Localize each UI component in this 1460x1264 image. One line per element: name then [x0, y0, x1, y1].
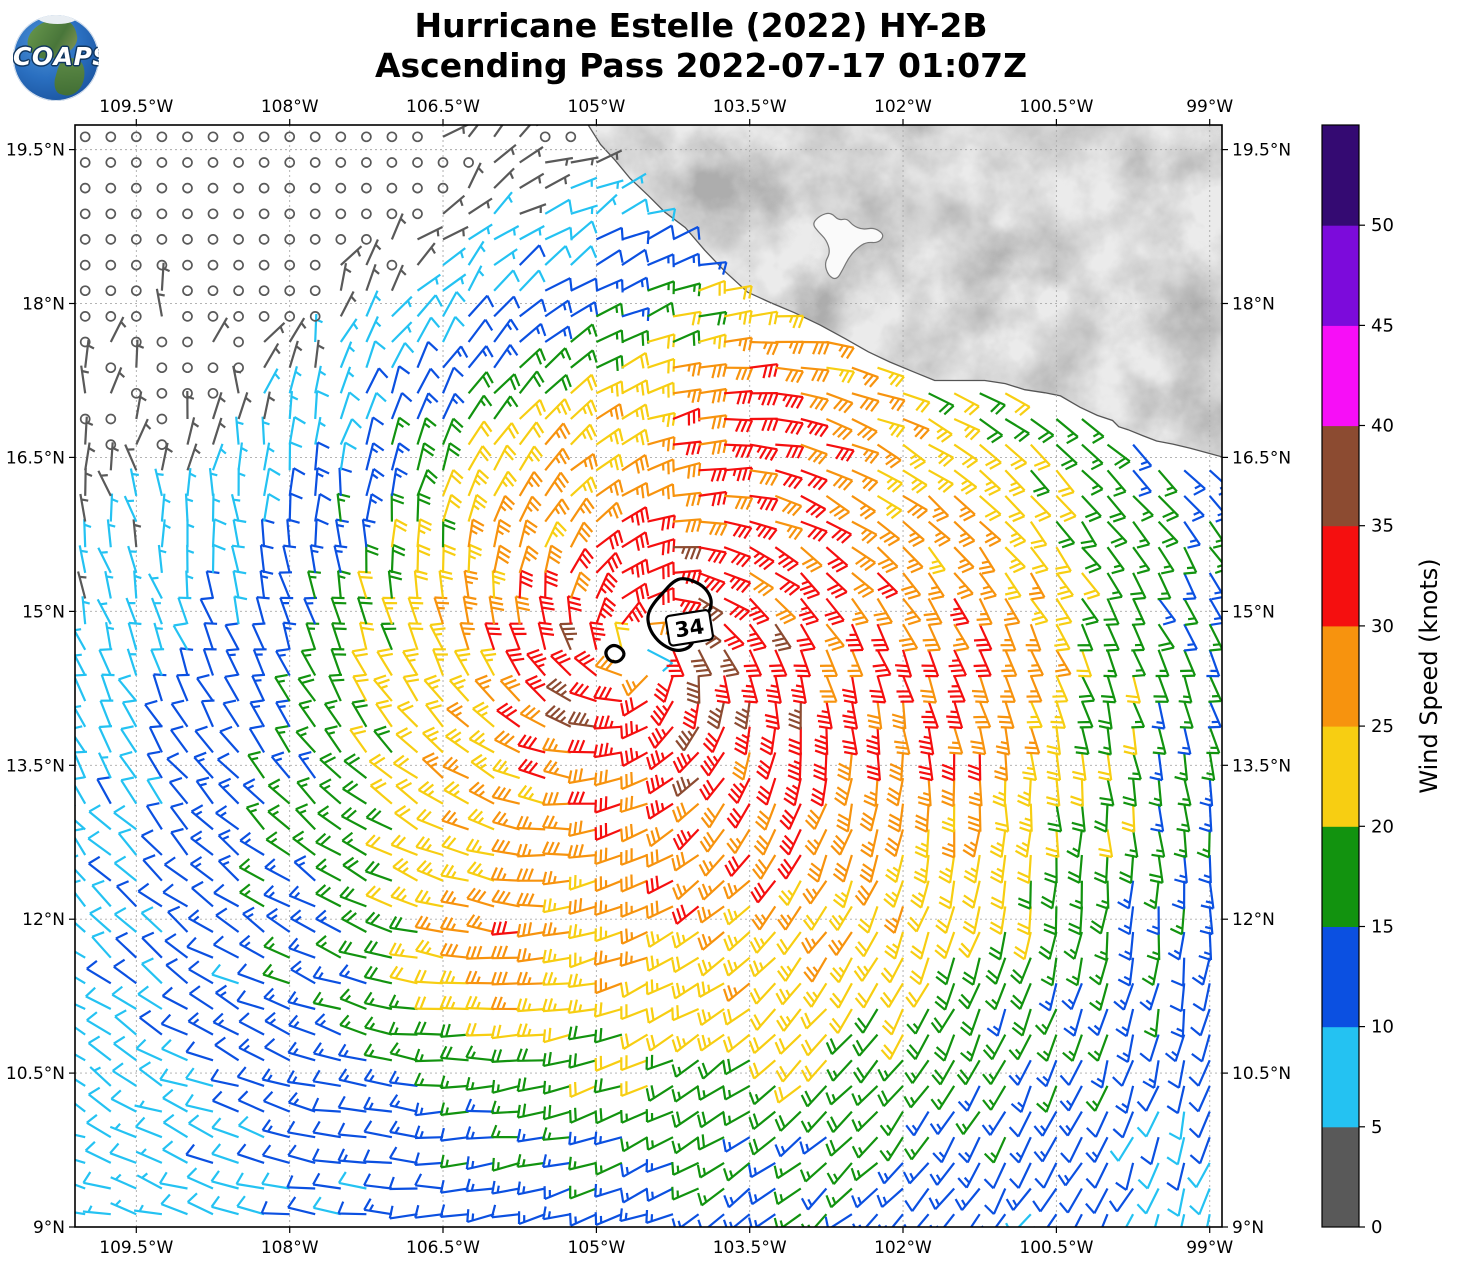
- svg-text:10: 10: [1371, 1017, 1394, 1038]
- svg-text:15°N: 15°N: [22, 602, 65, 622]
- svg-text:15: 15: [1371, 917, 1394, 938]
- svg-text:16.5°N: 16.5°N: [6, 448, 65, 468]
- colorbar-axis-label: Wind Speed (knots): [1415, 558, 1443, 793]
- svg-text:12°N: 12°N: [22, 910, 65, 930]
- title-block: Hurricane Estelle (2022) HY-2B Ascending…: [351, 6, 1051, 86]
- svg-text:40: 40: [1371, 416, 1394, 437]
- svg-text:106.5°W: 106.5°W: [406, 97, 480, 117]
- svg-text:34: 34: [673, 614, 706, 642]
- svg-text:100.5°W: 100.5°W: [1019, 1238, 1093, 1258]
- wind-radii-contour: [604, 577, 713, 664]
- coaps-logo: COAPS: [13, 15, 99, 101]
- svg-text:12°N: 12°N: [1232, 910, 1275, 930]
- svg-text:19.5°N: 19.5°N: [1232, 141, 1291, 161]
- svg-text:103.5°W: 103.5°W: [713, 1238, 787, 1258]
- svg-text:16.5°N: 16.5°N: [1232, 448, 1291, 468]
- svg-text:0: 0: [1371, 1217, 1382, 1238]
- svg-text:10.5°N: 10.5°N: [6, 1064, 65, 1084]
- svg-text:109.5°W: 109.5°W: [99, 97, 173, 117]
- svg-text:13.5°N: 13.5°N: [1232, 756, 1291, 776]
- axis-labels: 109.5°W 109.5°W 108°W 108°W 106.5°W 106.5°W 10…: [6, 97, 1291, 1258]
- svg-text:102°W: 102°W: [874, 97, 932, 117]
- svg-text:99°W: 99°W: [1186, 97, 1233, 117]
- svg-text:105°W: 105°W: [568, 97, 626, 117]
- svg-text:5: 5: [1371, 1117, 1382, 1138]
- svg-text:13.5°N: 13.5°N: [6, 756, 65, 776]
- svg-text:99°W: 99°W: [1186, 1238, 1233, 1258]
- svg-text:50: 50: [1371, 215, 1394, 236]
- wind-barbs: [75, 125, 1222, 1227]
- svg-text:10.5°N: 10.5°N: [1232, 1064, 1291, 1084]
- logo-polar-cap: [37, 15, 79, 24]
- plot-border: [74, 124, 1223, 1228]
- contour-label-34: 34: [664, 609, 714, 647]
- svg-text:20: 20: [1371, 816, 1394, 837]
- svg-text:30: 30: [1371, 616, 1394, 637]
- svg-text:15°N: 15°N: [1232, 602, 1275, 622]
- svg-text:108°W: 108°W: [261, 1238, 319, 1258]
- svg-text:45: 45: [1371, 315, 1394, 336]
- lake-outline: [813, 212, 884, 280]
- svg-text:106.5°W: 106.5°W: [406, 1238, 480, 1258]
- svg-text:102°W: 102°W: [874, 1238, 932, 1258]
- svg-text:100.5°W: 100.5°W: [1019, 97, 1093, 117]
- svg-text:9°N: 9°N: [1232, 1218, 1264, 1238]
- svg-text:9°N: 9°N: [33, 1218, 65, 1238]
- svg-text:109.5°W: 109.5°W: [99, 1238, 173, 1258]
- svg-text:19.5°N: 19.5°N: [6, 141, 65, 161]
- map-title: Hurricane Estelle (2022) HY-2B: [414, 6, 988, 45]
- svg-text:18°N: 18°N: [22, 295, 65, 315]
- coastline: [587, 125, 1222, 458]
- svg-text:35: 35: [1371, 516, 1394, 537]
- svg-text:103.5°W: 103.5°W: [713, 97, 787, 117]
- svg-text:105°W: 105°W: [568, 1238, 626, 1258]
- colorbar: 0 5 10 15 20 25 30 35 40 45 50 Wind Speed (knots): [1321, 124, 1443, 1238]
- svg-text:18°N: 18°N: [1232, 295, 1275, 315]
- svg-text:108°W: 108°W: [261, 97, 319, 117]
- svg-text:25: 25: [1371, 716, 1394, 737]
- logo-text: COAPS: [13, 41, 99, 71]
- map-subtitle: Ascending Pass 2022-07-17 01:07Z: [374, 46, 1028, 85]
